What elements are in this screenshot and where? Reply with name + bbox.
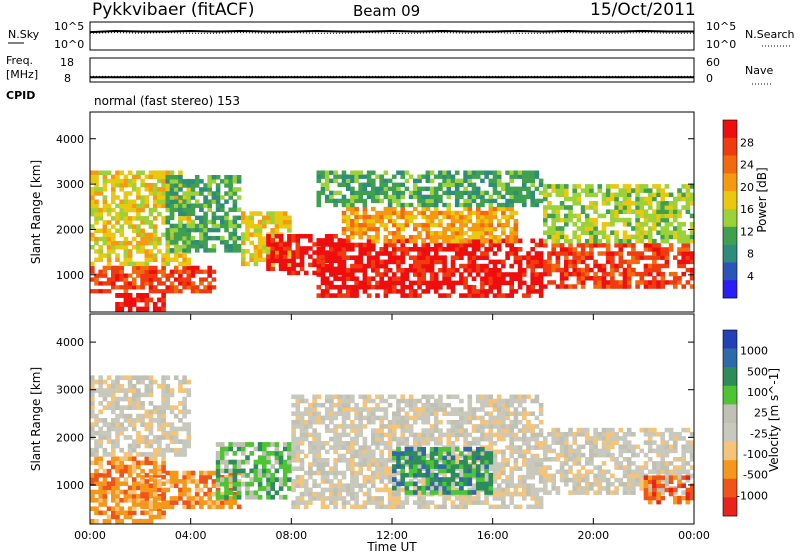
velocity-cbar-segment-7	[723, 460, 737, 480]
velocity-cbar-tick-7: -1000	[736, 489, 768, 502]
power-panel-band-0	[90, 265, 217, 294]
xtick-label-5: 20:00	[577, 529, 609, 542]
velocity-cbar-segment-1	[723, 348, 737, 368]
velocity-cbar-segment-0	[723, 330, 737, 349]
velocity-panel-band-2	[140, 470, 242, 510]
freq-unit-label: [MHz]	[6, 68, 38, 81]
velocity-panel-band-6	[543, 427, 695, 495]
velocity-panel-band-5	[392, 446, 494, 495]
power-panel-band-10	[543, 184, 695, 244]
freq-tick-top: 18	[60, 56, 74, 69]
power-panel-ytick-label-0: 1000	[56, 269, 84, 282]
power-cbar-segment-5	[723, 209, 737, 228]
power-cbar-segment-2	[723, 155, 737, 174]
power-cbar-segment-1	[723, 137, 737, 156]
power-cbar-segment-0	[723, 120, 737, 139]
velocity-cbar-segment-5	[723, 423, 737, 442]
power-cbar-segment-8	[723, 262, 737, 281]
velocity-panel-band-1	[90, 375, 192, 457]
velocity-cbar-tick-0: 1000	[740, 345, 768, 358]
velocity-cbar-segment-3	[723, 385, 737, 405]
velocity-cbar-segment-8	[723, 478, 737, 498]
nave-tick-bottom: 0	[706, 72, 713, 85]
power-panel-ytick-label-2: 3000	[56, 178, 84, 191]
velocity-panel-ytick-label-0: 1000	[56, 479, 84, 492]
cpid-text: normal (fast stereo) 153	[94, 94, 240, 108]
power-cbar-tick-3: 16	[740, 203, 754, 216]
noise-panel: N.Sky 10^5 10^0 10^5 10^0 N.Search	[8, 20, 795, 51]
xtick-label-0: 00:00	[74, 529, 106, 542]
beam-label: Beam 09	[353, 2, 421, 20]
power-panel-band-8	[316, 170, 544, 208]
power-panel-band-7	[341, 206, 519, 244]
velocity-cbar-tick-2: 100	[747, 386, 768, 399]
power-cbar-label: Power [dB]	[755, 167, 769, 232]
power-panel-band-3	[165, 175, 242, 253]
nsearch-tick-bottom: 10^0	[706, 38, 736, 51]
power-cbar-segment-4	[723, 191, 737, 210]
velocity-panel-ytick-label-1: 2000	[56, 431, 84, 444]
velocity-panel-ytick-label-3: 4000	[56, 336, 84, 349]
velocity-cbar-segment-2	[723, 367, 737, 387]
power-cbar-tick-0: 28	[740, 136, 754, 149]
velocity-panel: 1000 2000 3000 4000 00:00 04:00 08:00 12:00 16:…	[29, 313, 781, 554]
power-cbar-segment-9	[723, 280, 737, 299]
power-panel-band-2	[115, 293, 166, 312]
noise-series-1	[89, 32, 694, 34]
power-cbar-segment-3	[723, 173, 737, 192]
nsky-label: N.Sky	[8, 28, 40, 41]
radar-title: Pykkvibaer (fitACF)	[92, 0, 255, 20]
power-panel-band-6	[316, 238, 544, 298]
power-panel: 1000 2000 3000 4000 Slant Range [km] 28 24 20…	[29, 111, 769, 313]
xtick-label-2: 08:00	[275, 529, 307, 542]
xtick-label-1: 04:00	[175, 529, 207, 542]
velocity-cbar-segment-6	[723, 441, 737, 461]
xtick-label-6: 00:00	[678, 529, 710, 542]
velocity-ylabel: Slant Range [km]	[29, 367, 43, 471]
noise-series-0	[89, 29, 694, 34]
power-cbar-segment-7	[723, 244, 737, 263]
velocity-panel-band-4	[291, 394, 544, 510]
power-panel-ytick-label-3: 4000	[56, 133, 84, 146]
power-cbar-tick-1: 24	[740, 159, 754, 172]
freq-panel: Freq. [MHz] 18 8 60 0 Nave CPID normal (…	[6, 54, 773, 108]
power-cbar-segment-6	[723, 226, 737, 245]
freq-label: Freq.	[6, 54, 33, 67]
velocity-cbar-tick-3: 25	[754, 407, 768, 420]
freq-tick-bottom: 8	[64, 72, 71, 85]
velocity-xlabel: Time UT	[366, 540, 417, 554]
velocity-panel-band-7	[643, 475, 695, 505]
xtick-label-4: 16:00	[477, 529, 509, 542]
nsky-tick-top: 10^5	[54, 20, 84, 33]
nsearch-label: N.Search	[745, 28, 795, 41]
velocity-cbar-tick-4: -25	[750, 427, 768, 440]
velocity-panel-band-3	[215, 442, 292, 500]
velocity-cbar-segment-4	[723, 404, 737, 424]
velocity-panel-ytick-label-2: 3000	[56, 384, 84, 397]
power-cbar-tick-6: 4	[747, 270, 754, 283]
power-panel-band-9	[543, 243, 695, 289]
velocity-cbar-segment-9	[723, 497, 737, 517]
nsky-tick-bottom: 10^0	[54, 38, 84, 51]
power-cbar-tick-4: 12	[740, 225, 754, 238]
power-cbar-tick-2: 20	[740, 181, 754, 194]
nave-label: Nave	[745, 64, 773, 77]
power-cbar-tick-5: 8	[747, 248, 754, 261]
xtick-label-3: 12:00	[376, 529, 408, 542]
power-panel-ytick-label-1: 2000	[56, 223, 84, 236]
nsearch-tick-top: 10^5	[706, 20, 736, 33]
velocity-cbar-label: Velocity [m s^-1]	[767, 368, 781, 472]
date-label: 15/Oct/2011	[590, 0, 696, 20]
cpid-label: CPID	[6, 89, 35, 102]
velocity-cbar-tick-6: -500	[743, 469, 768, 482]
velocity-cbar-tick-5: -100	[743, 448, 768, 461]
velocity-cbar-tick-1: 500	[747, 365, 768, 378]
power-ylabel: Slant Range [km]	[29, 160, 43, 264]
nave-tick-top: 60	[706, 56, 720, 69]
